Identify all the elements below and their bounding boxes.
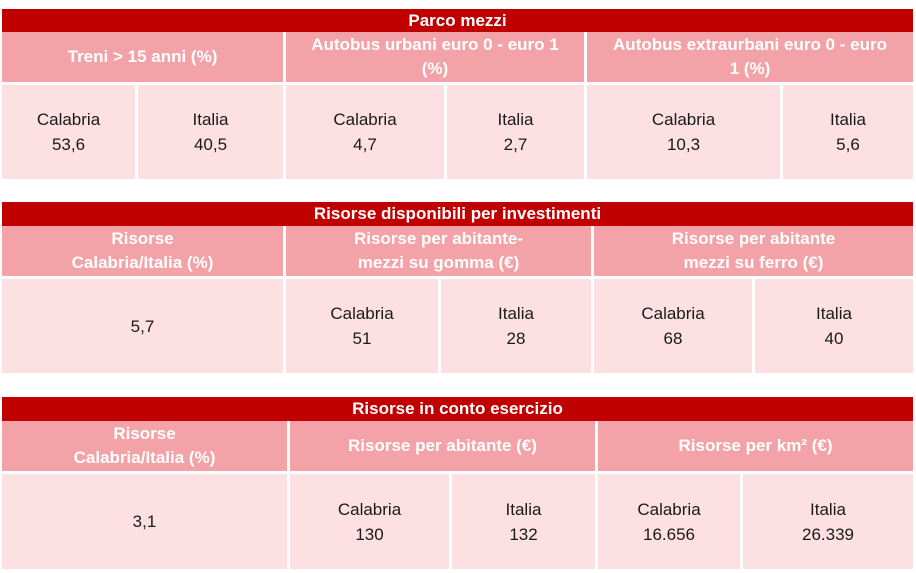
- header-row: Treni > 15 anni (%) Autobus urbani euro …: [2, 32, 913, 82]
- header-resources-ratio: Risorse Calabria/Italia (%): [2, 421, 287, 471]
- data-cell: Italia 132: [449, 471, 595, 569]
- operating-resources-table: Risorse in conto esercizio Risorse Calab…: [2, 397, 913, 569]
- data-row: 3,1 Calabria 130 Italia 132 Calabria 16.…: [2, 471, 913, 569]
- data-cell: Calabria 4,7: [283, 82, 444, 179]
- data-row: Calabria 53,6 Italia 40,5 Calabria 4,7 I…: [2, 82, 913, 179]
- header-line: 1 (%): [729, 59, 771, 78]
- data-cell: Calabria 16.656: [595, 471, 740, 569]
- cell-value: 3,1: [132, 512, 157, 531]
- data-cell: Calabria 51: [283, 276, 438, 373]
- header-row: Risorse Calabria/Italia (%) Risorse per …: [2, 421, 913, 471]
- data-cell: Italia 40,5: [135, 82, 283, 179]
- header-line: Risorse per abitante (€): [348, 436, 537, 455]
- cell-label: Italia: [810, 499, 846, 519]
- cell-value: 130: [355, 524, 384, 544]
- cell-value: 16.656: [643, 524, 695, 544]
- data-cell: 3,1: [2, 471, 287, 569]
- header-line: Calabria/Italia (%): [73, 448, 216, 467]
- data-cell: Calabria 68: [591, 276, 752, 373]
- cell-value: 132: [509, 524, 538, 544]
- header-line: mezzi su gomma (€): [357, 253, 520, 272]
- data-cell: Italia 40: [752, 276, 913, 373]
- header-line: Risorse per abitante-: [353, 229, 524, 248]
- header-per-capita-road: Risorse per abitante- mezzi su gomma (€): [283, 226, 591, 276]
- cell-value: 53,6: [51, 135, 86, 154]
- data-cell: Calabria 53,6: [2, 82, 135, 179]
- cell-label: Italia: [816, 304, 852, 323]
- cell-label: Italia: [497, 110, 534, 129]
- data-cell: 5,7: [2, 276, 283, 373]
- cell-label: Calabria: [641, 304, 705, 323]
- cell-value: 10,3: [666, 135, 701, 154]
- cell-value: 4,7: [353, 135, 377, 154]
- data-cell: Italia 28: [438, 276, 591, 373]
- header-resources-ratio: Risorse Calabria/Italia (%): [2, 226, 283, 276]
- data-cell: Calabria 130: [287, 471, 449, 569]
- cell-value: 51: [352, 329, 372, 348]
- cell-value: 2,7: [503, 135, 528, 154]
- cell-label: Calabria: [330, 304, 394, 323]
- data-cell: Italia 2,7: [444, 82, 584, 179]
- header-extraurban-buses: Autobus extraurbani euro 0 - euro 1 (%): [584, 32, 913, 82]
- header-per-capita-rail: Risorse per abitante mezzi su ferro (€): [591, 226, 913, 276]
- cell-value: 26.339: [802, 524, 854, 544]
- cell-label: Calabria: [637, 499, 701, 519]
- header-trains: Treni > 15 anni (%): [2, 32, 283, 82]
- cell-value: 40: [824, 329, 844, 348]
- cell-value: 28: [506, 329, 526, 348]
- data-cell: Italia 5,6: [780, 82, 913, 179]
- header-per-km2: Risorse per km² (€): [595, 421, 913, 471]
- table-title: Risorse in conto esercizio: [2, 397, 913, 421]
- investment-resources-table: Risorse disponibili per investimenti Ris…: [2, 202, 913, 373]
- table-title: Parco mezzi: [2, 9, 913, 32]
- header-line: Autobus extraurbani euro 0 - euro: [613, 35, 887, 54]
- cell-value: 40,5: [193, 135, 228, 154]
- parco-mezzi-table: Parco mezzi Treni > 15 anni (%) Autobus …: [2, 9, 913, 179]
- cell-label: Calabria: [333, 110, 397, 129]
- header-row: Risorse Calabria/Italia (%) Risorse per …: [2, 226, 913, 276]
- header-line: Treni > 15 anni (%): [67, 47, 218, 66]
- data-cell: Calabria 10,3: [584, 82, 780, 179]
- cell-label: Calabria: [36, 110, 101, 129]
- header-line: Autobus urbani euro 0 - euro 1: [311, 35, 559, 54]
- cell-label: Calabria: [337, 499, 402, 519]
- data-cell: Italia 26.339: [740, 471, 913, 569]
- table-title: Risorse disponibili per investimenti: [2, 202, 913, 226]
- header-line: Risorse: [113, 424, 176, 443]
- header-line: mezzi su ferro (€): [683, 253, 824, 272]
- header-line: Risorse: [111, 229, 174, 248]
- cell-label: Italia: [498, 304, 534, 323]
- header-per-capita: Risorse per abitante (€): [287, 421, 595, 471]
- cell-value: 5,6: [836, 135, 860, 154]
- cell-label: Italia: [830, 110, 866, 129]
- header-line: Risorse per abitante: [671, 229, 836, 248]
- header-line: Risorse per km² (€): [678, 436, 833, 455]
- cell-value: 5,7: [130, 316, 155, 336]
- cell-label: Italia: [505, 499, 542, 519]
- cell-label: Italia: [192, 110, 229, 129]
- cell-value: 68: [663, 329, 683, 348]
- header-line: Calabria/Italia (%): [71, 253, 214, 272]
- header-line: (%): [421, 59, 449, 78]
- cell-label: Calabria: [651, 110, 716, 129]
- header-urban-buses: Autobus urbani euro 0 - euro 1 (%): [283, 32, 584, 82]
- data-row: 5,7 Calabria 51 Italia 28 Calabria 68 It…: [2, 276, 913, 373]
